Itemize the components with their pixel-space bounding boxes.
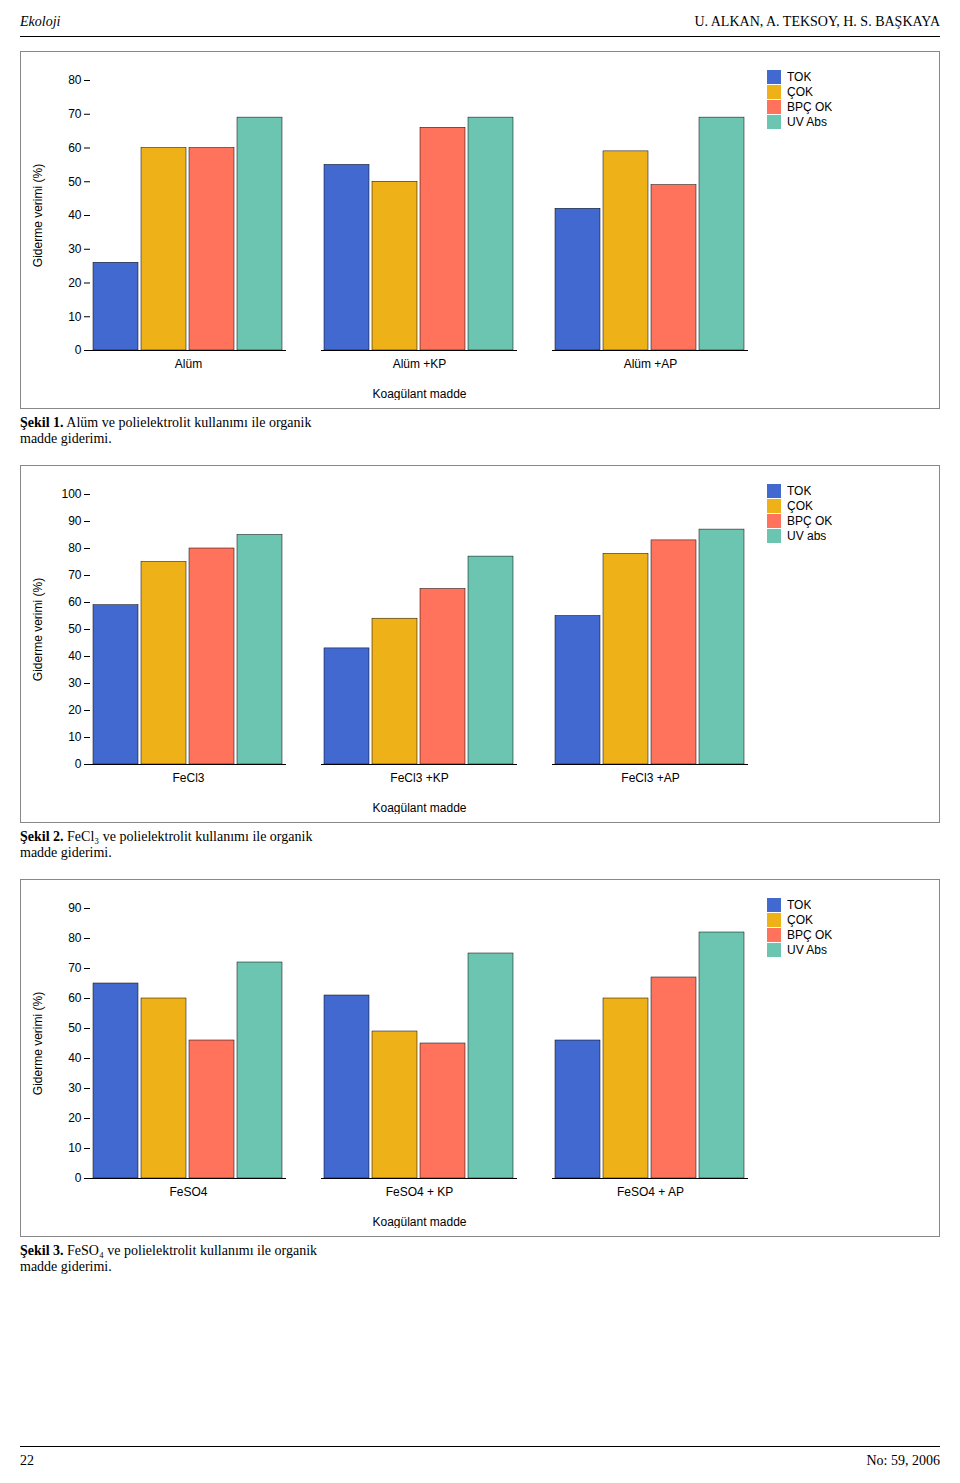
svg-text:10: 10 — [68, 310, 82, 324]
svg-text:40: 40 — [68, 649, 82, 663]
svg-text:Alüm +AP: Alüm +AP — [624, 357, 678, 371]
html-text:BPÇ OK: BPÇ OK — [787, 100, 833, 114]
html-text:Şekil 2. FeCl₃ ve polielektrol: Şekil 2. FeCl₃ ve polielektrolit kullanı… — [20, 829, 313, 860]
html-text:22: 22 — [20, 1453, 34, 1468]
svg-text:0: 0 — [75, 1171, 82, 1185]
html-text:ÇOK: ÇOK — [787, 85, 813, 99]
svg-text:FeCl3 +KP: FeCl3 +KP — [390, 771, 448, 785]
svg-text:60: 60 — [68, 595, 82, 609]
svg-text:20: 20 — [68, 1111, 82, 1125]
svg-text:Alüm: Alüm — [175, 357, 202, 371]
svg-text:FeSO4 + AP: FeSO4 + AP — [617, 1185, 684, 1199]
html-text:TOK: TOK — [787, 898, 812, 912]
html-text:ÇOK: ÇOK — [787, 913, 813, 927]
svg-text:80: 80 — [68, 931, 82, 945]
html-text:BPÇ OK: BPÇ OK — [787, 928, 833, 942]
svg-text:90: 90 — [68, 514, 82, 528]
html-text:UV Abs: UV Abs — [787, 943, 827, 957]
svg-text:30: 30 — [68, 242, 82, 256]
svg-text:Koagülant madde: Koagülant madde — [372, 1215, 466, 1229]
svg-text:60: 60 — [68, 141, 82, 155]
svg-text:FeCl3: FeCl3 — [172, 771, 204, 785]
svg-text:0: 0 — [75, 757, 82, 771]
svg-text:0: 0 — [75, 343, 82, 357]
html-text:TOK: TOK — [787, 70, 812, 84]
html-text:UV Abs: UV Abs — [787, 115, 827, 129]
html-text:TOK: TOK — [787, 484, 812, 498]
html-text:BPÇ OK: BPÇ OK — [787, 514, 833, 528]
svg-text:40: 40 — [68, 208, 82, 222]
svg-text:FeSO4: FeSO4 — [169, 1185, 207, 1199]
html-text:U. ALKAN, A. TEKSOY, H. S. BAŞ: U. ALKAN, A. TEKSOY, H. S. BAŞKAYA — [694, 14, 940, 29]
svg-text:80: 80 — [68, 541, 82, 555]
svg-text:70: 70 — [68, 961, 82, 975]
svg-text:60: 60 — [68, 991, 82, 1005]
html-text:Ekoloji: Ekoloji — [20, 14, 61, 29]
svg-text:10: 10 — [68, 730, 82, 744]
svg-text:80: 80 — [68, 73, 82, 87]
svg-text:40: 40 — [68, 1051, 82, 1065]
html-text:UV abs: UV abs — [787, 529, 827, 543]
svg-text:FeCl3 +AP: FeCl3 +AP — [621, 771, 679, 785]
svg-text:Giderme verimi (%): Giderme verimi (%) — [31, 992, 45, 1095]
svg-text:70: 70 — [68, 568, 82, 582]
svg-text:90: 90 — [68, 901, 82, 915]
svg-text:Giderme verimi (%): Giderme verimi (%) — [31, 578, 45, 681]
svg-text:20: 20 — [68, 276, 82, 290]
svg-text:50: 50 — [68, 1021, 82, 1035]
svg-text:Koagülant madde: Koagülant madde — [372, 801, 466, 815]
svg-text:100: 100 — [61, 487, 81, 501]
svg-text:Giderme verimi (%): Giderme verimi (%) — [31, 164, 45, 267]
html-text:No: 59, 2006: No: 59, 2006 — [866, 1453, 940, 1468]
svg-text:30: 30 — [68, 676, 82, 690]
svg-text:10: 10 — [68, 1141, 82, 1155]
svg-text:50: 50 — [68, 622, 82, 636]
html-text:ÇOK: ÇOK — [787, 499, 813, 513]
html-text:Şekil 1. Alüm ve polielektroli: Şekil 1. Alüm ve polielektrolit kullanım… — [20, 415, 312, 446]
svg-text:Alüm +KP: Alüm +KP — [393, 357, 447, 371]
svg-text:20: 20 — [68, 703, 82, 717]
svg-text:70: 70 — [68, 107, 82, 121]
html-text:Şekil 3. FeSO₄ ve polielektrol: Şekil 3. FeSO₄ ve polielektrolit kullanı… — [20, 1243, 318, 1274]
svg-text:Koagülant madde: Koagülant madde — [372, 387, 466, 401]
svg-text:FeSO4 + KP: FeSO4 + KP — [386, 1185, 454, 1199]
svg-text:30: 30 — [68, 1081, 82, 1095]
svg-text:50: 50 — [68, 175, 82, 189]
